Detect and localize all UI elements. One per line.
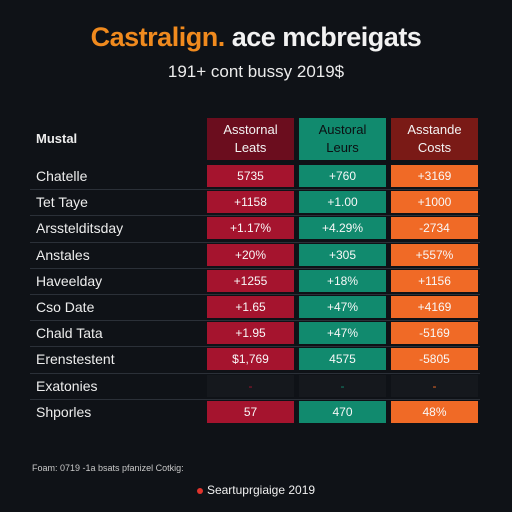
- row-label: Cso Date: [36, 299, 95, 315]
- table-cell: +760: [299, 165, 386, 187]
- column-header-1: Asstornal Leats: [207, 118, 294, 160]
- row-divider: [30, 215, 480, 217]
- table-cell: +1.95: [207, 322, 294, 345]
- row-label: Haveelday: [36, 272, 103, 289]
- table-cell: +47%: [299, 296, 386, 318]
- row-label: Chald Tata: [36, 325, 103, 342]
- table-cell: +47%: [299, 322, 386, 345]
- table-cell: -2734: [391, 217, 478, 240]
- subtitle: 191+ cont bussy 2019$: [167, 62, 345, 81]
- row-divider: [30, 372, 480, 374]
- footnote: Foam: 0719 -1a bsats pfanizel Cotkig:: [32, 463, 184, 473]
- row-label: Chatelle: [36, 168, 88, 184]
- source-bullet-icon: [196, 487, 203, 494]
- table-cell: -: [299, 374, 386, 397]
- row-divider: [30, 267, 480, 269]
- table-cell: +1156: [391, 269, 478, 292]
- table-cell: -5169: [391, 322, 478, 345]
- table-cell: +1.17%: [207, 217, 294, 240]
- table-cell: +3169: [391, 165, 478, 187]
- row-divider: [30, 320, 480, 322]
- row-label: Anstales: [36, 246, 90, 263]
- row-label: Shporles: [36, 403, 92, 420]
- source-text: Seartuprgiaige 2019: [206, 483, 316, 497]
- table-cell: +1255: [207, 269, 294, 292]
- table-cell: +20%: [207, 243, 294, 266]
- row-divider: [30, 241, 480, 243]
- row-divider: [30, 294, 480, 295]
- table-cell: 470: [299, 400, 386, 423]
- title: Castralign. ace mcbreigats: [0, 22, 512, 53]
- source-line: Seartuprgiaige 2019: [0, 483, 512, 497]
- table-cell: 57: [207, 400, 294, 423]
- table-cell: -: [207, 374, 294, 397]
- row-label: Tet Taye: [36, 194, 88, 211]
- table-cell: -: [391, 374, 478, 397]
- table-cell: $1,769: [207, 348, 294, 371]
- title-accent: Castralign.: [90, 22, 226, 52]
- table-cell: +557%: [391, 243, 478, 266]
- row-divider: [30, 398, 480, 400]
- row-divider: [30, 346, 480, 348]
- table-cell: +4.29%: [299, 217, 386, 240]
- table-cell: +1.00: [299, 191, 386, 214]
- column-header-3: Asstande Costs: [391, 118, 478, 160]
- table-cell: +1.65: [207, 296, 294, 318]
- title-rest: ace mcbreigats: [231, 22, 422, 52]
- table-cell: +305: [299, 243, 386, 266]
- row-label: Exatonies: [36, 377, 98, 394]
- row-label: Arsstelditsday: [36, 220, 124, 237]
- table-cell: +18%: [299, 269, 386, 292]
- table-cell: 48%: [391, 400, 478, 423]
- row-label: Erenstestent: [36, 351, 115, 368]
- table-cell: -5805: [391, 348, 478, 371]
- table-cell: +4169: [391, 296, 478, 318]
- table-cell: 4575: [299, 348, 386, 371]
- table-cell: 5735: [207, 165, 294, 187]
- table-cell: +1158: [207, 191, 294, 214]
- corner-label: Mustal: [36, 131, 78, 146]
- column-header-2: Austoral Leurs: [299, 118, 386, 160]
- row-divider: [30, 189, 480, 191]
- table-cell: +1000: [391, 191, 478, 214]
